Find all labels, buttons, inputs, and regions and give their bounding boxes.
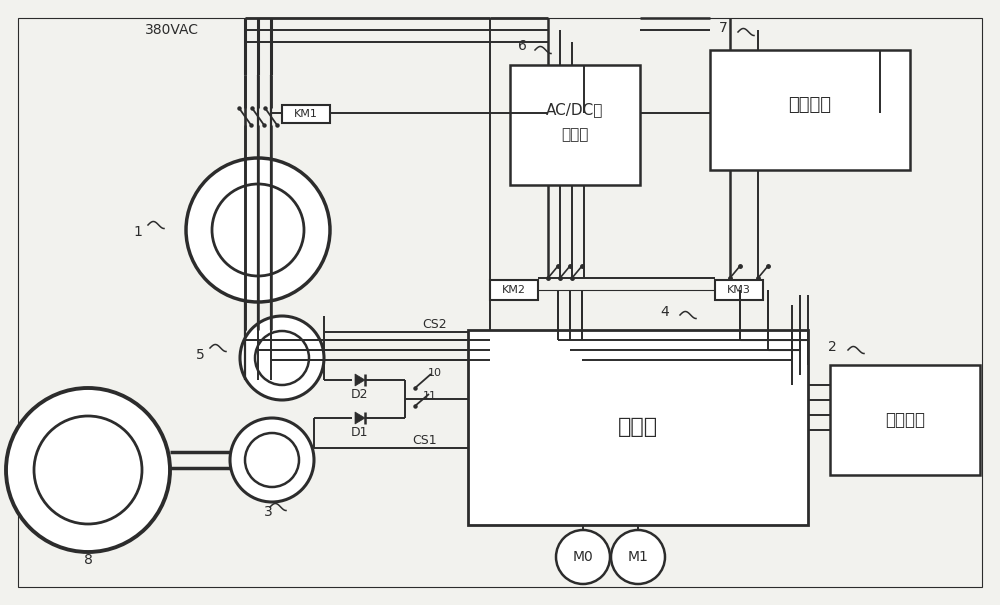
Text: KM3: KM3	[727, 285, 751, 295]
Bar	[490, 280, 538, 300]
Text: M1: M1	[628, 550, 648, 564]
Circle shape	[6, 388, 170, 552]
Text: CS2: CS2	[423, 318, 447, 330]
Circle shape	[556, 530, 610, 584]
Text: 蓄电池组: 蓄电池组	[788, 96, 832, 114]
Circle shape	[255, 331, 309, 385]
Circle shape	[186, 158, 330, 302]
Text: 4: 4	[660, 305, 669, 319]
Text: KM1: KM1	[294, 109, 318, 119]
Text: 控制面板: 控制面板	[885, 411, 925, 429]
Text: 380VAC: 380VAC	[145, 23, 199, 37]
Text: 6: 6	[518, 39, 527, 53]
Text: CS1: CS1	[413, 434, 437, 446]
Text: 3: 3	[264, 505, 272, 519]
Circle shape	[212, 184, 304, 276]
Text: 11: 11	[423, 391, 437, 401]
Bar	[830, 365, 980, 475]
Bar	[715, 280, 763, 300]
Text: KM2: KM2	[502, 285, 526, 295]
Circle shape	[34, 416, 142, 524]
Circle shape	[230, 418, 314, 502]
Text: 5: 5	[196, 348, 204, 362]
Text: 电控板: 电控板	[618, 417, 658, 437]
Text: 8: 8	[84, 553, 92, 567]
Circle shape	[240, 316, 324, 400]
Polygon shape	[355, 412, 365, 424]
Text: D1: D1	[351, 425, 369, 439]
Circle shape	[611, 530, 665, 584]
Bar	[282, 105, 330, 123]
Text: 换模块: 换模块	[561, 128, 589, 143]
Text: 1: 1	[134, 225, 142, 239]
Text: 10: 10	[428, 368, 442, 378]
Text: M0: M0	[573, 550, 593, 564]
Text: 2: 2	[828, 340, 837, 354]
Bar	[510, 65, 640, 185]
Bar	[468, 330, 808, 525]
Text: D2: D2	[351, 387, 369, 401]
Text: 7: 7	[719, 21, 728, 35]
Bar	[710, 50, 910, 170]
Circle shape	[245, 433, 299, 487]
Text: AC/DC转: AC/DC转	[546, 102, 604, 117]
Polygon shape	[355, 374, 365, 386]
